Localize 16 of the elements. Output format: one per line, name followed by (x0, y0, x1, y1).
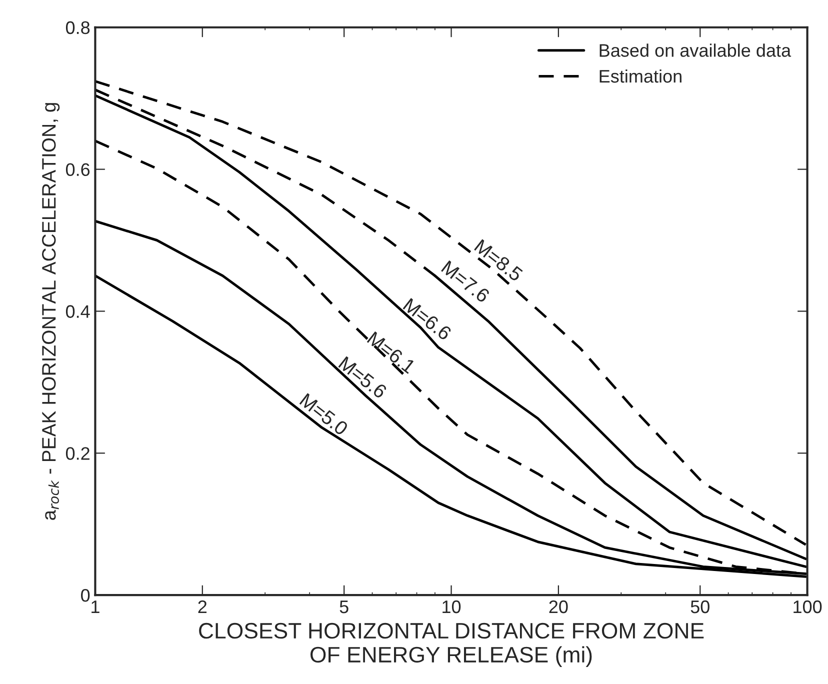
y-tick-label: 0.8 (66, 21, 90, 34)
y-tick-label: 0 (81, 589, 90, 602)
y-tick-label: 0.6 (66, 163, 90, 176)
x-tick-label: 20 (549, 600, 568, 614)
y-axis-title: a$_{rock}$ - PEAK HORIZONTAL ACCELERATION, g (42, 103, 60, 520)
legend-label: Based on available data (600, 44, 792, 57)
x-tick-label: 10 (442, 600, 461, 614)
x-tick-label: 2 (198, 600, 207, 614)
legend-label: Estimation (600, 69, 682, 83)
y-tick-label: 0.4 (66, 305, 90, 318)
x-axis-title: CLOSEST HORIZONTAL DISTANCE FROM ZONE OF ENERGY RELEASE (mi) (199, 622, 704, 667)
y-tick-label: 0.2 (66, 447, 90, 460)
x-tick-label: 1 (92, 600, 100, 614)
x-tick-label: 100 (794, 600, 822, 614)
x-tick-label: 50 (690, 600, 710, 614)
x-tick-label: 5 (340, 600, 348, 614)
